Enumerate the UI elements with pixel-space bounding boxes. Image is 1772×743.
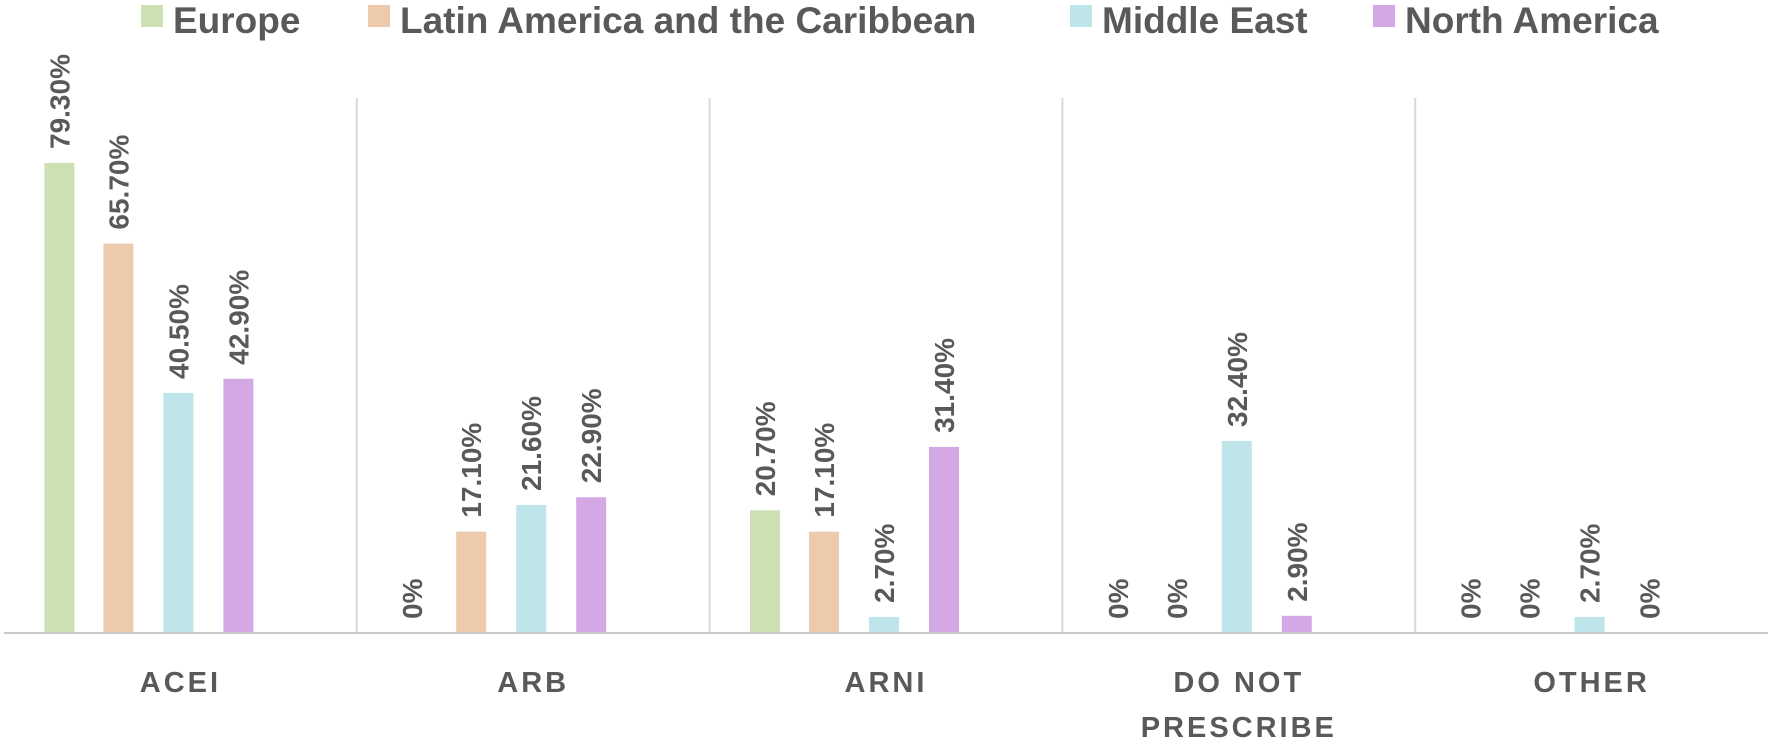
legend: Europe Latin America and the Caribbean Mid… [141,0,1659,41]
legend-swatch-latin-america-and-the-caribbean [368,5,390,27]
legend-swatch-north-america [1373,5,1395,27]
value-label-acei-latin-america-and-the-caribbean: 65.70% [103,135,134,230]
bar-arni-middle-east [869,616,899,633]
value-label-do-not-prescribe-europe: 0% [1103,578,1134,619]
category-label-arb: ARB [497,667,569,699]
legend-label-middle-east: Middle East [1102,0,1308,41]
bar-other-middle-east [1574,616,1605,633]
bar-acei-latin-america-and-the-caribbean [103,243,134,634]
bar-arb-north-america [576,497,607,633]
bar-do-not-prescribe-middle-east [1221,440,1252,633]
value-label-do-not-prescribe-latin-america-and-the-caribbean: 0% [1162,578,1193,619]
value-label-acei-north-america: 42.90% [223,270,254,365]
value-label-arni-latin-america-and-the-caribbean: 17.10% [809,423,840,518]
value-label-arb-latin-america-and-the-caribbean: 17.10% [456,423,487,518]
bar-do-not-prescribe-north-america [1281,615,1312,633]
value-label-arni-north-america: 31.40% [929,338,960,433]
bar-arni-north-america [929,446,959,633]
value-label-arb-europe: 0% [397,578,428,619]
category-label-do-not-prescribe: PRESCRIBE [1141,712,1337,743]
bar-arb-middle-east [516,504,547,633]
value-label-arb-middle-east: 21.60% [516,396,547,491]
legend-label-north-america: North America [1405,0,1659,41]
bar-acei-europe [44,163,75,633]
category-dividers [355,98,1417,633]
value-label-other-north-america: 0% [1635,578,1666,619]
bars [44,163,1605,634]
category-label-other: OTHER [1533,667,1650,699]
bar-arb-latin-america-and-the-caribbean [456,531,487,633]
value-label-other-middle-east: 2.70% [1575,524,1606,603]
bar-acei-middle-east [163,392,194,633]
bar-acei-north-america [223,378,254,633]
bar-arni-latin-america-and-the-caribbean [809,531,839,633]
category-labels: ACEI ARB ARNI DO NOT PRESCRIBE OTHER [140,667,1650,743]
bar-arni-europe [750,510,780,633]
value-label-acei-middle-east: 40.50% [163,284,194,379]
value-label-arb-north-america: 22.90% [576,388,607,483]
legend-label-europe: Europe [173,0,300,41]
value-label-other-europe: 0% [1456,578,1487,619]
data-labels: 79.30% 65.70% 40.50% 42.90% 0% 17.10% 21.60% 22… [44,54,1665,619]
legend-swatch-europe [141,5,163,27]
category-label-arni: ARNI [845,667,928,699]
value-label-do-not-prescribe-middle-east: 32.40% [1222,332,1253,427]
value-label-other-latin-america-and-the-caribbean: 0% [1515,578,1546,619]
value-label-acei-europe: 79.30% [44,54,75,149]
value-label-do-not-prescribe-north-america: 2.90% [1282,522,1313,601]
legend-swatch-middle-east [1070,5,1092,27]
category-label-do-not-prescribe: DO NOT [1173,667,1304,699]
legend-label-latin-america-and-the-caribbean: Latin America and the Caribbean [400,0,976,41]
value-label-arni-europe: 20.70% [750,401,781,496]
value-label-arni-middle-east: 2.70% [869,524,900,603]
category-label-acei: ACEI [140,667,221,699]
